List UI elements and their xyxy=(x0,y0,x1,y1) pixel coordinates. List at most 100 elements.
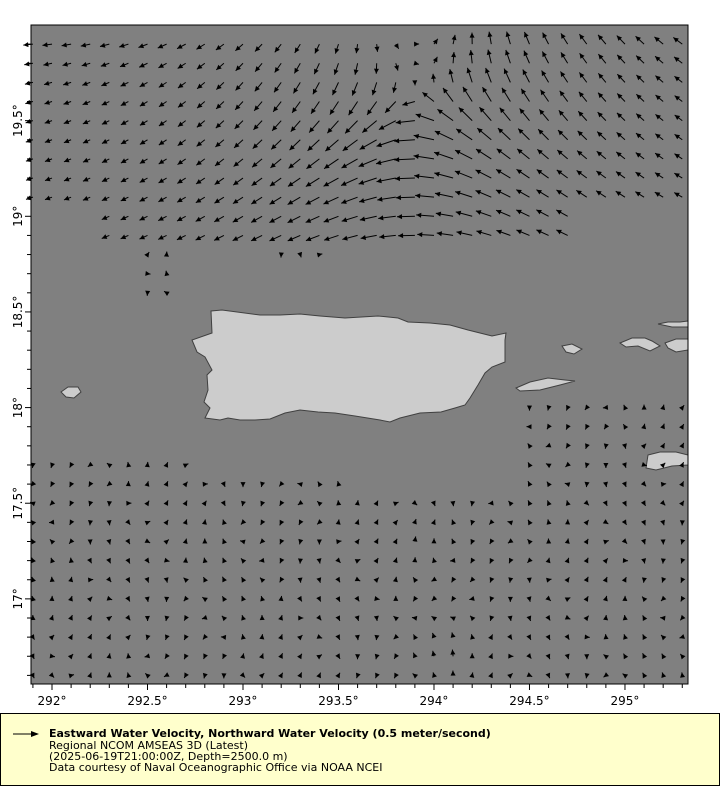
velocity-arrow xyxy=(221,596,228,602)
velocity-arrow xyxy=(289,139,301,151)
velocity-arrow xyxy=(119,43,129,48)
arrow-head xyxy=(354,634,360,641)
velocity-arrow xyxy=(316,614,322,621)
velocity-arrow xyxy=(48,519,55,525)
velocity-arrow xyxy=(558,109,569,121)
arrow-head xyxy=(378,215,384,221)
arrow-head xyxy=(234,123,240,129)
velocity-arrow xyxy=(679,461,685,468)
arrow-head xyxy=(316,252,323,258)
velocity-arrow xyxy=(584,423,590,430)
velocity-arrow xyxy=(596,170,607,179)
arrow-head xyxy=(202,597,208,603)
velocity-arrow xyxy=(469,32,475,45)
velocity-arrow xyxy=(125,481,131,487)
arrow-head xyxy=(324,236,330,241)
arrow-head xyxy=(197,83,203,89)
arrow-head xyxy=(584,481,590,488)
velocity-arrow xyxy=(411,615,418,621)
arrow-head xyxy=(177,197,183,203)
arrow-head xyxy=(557,149,563,156)
arrow-head xyxy=(165,634,170,640)
velocity-arrow xyxy=(556,149,569,160)
velocity-arrow xyxy=(69,481,75,488)
arrow-head xyxy=(507,538,514,544)
velocity-arrow xyxy=(564,576,570,583)
velocity-arrow xyxy=(489,576,495,583)
velocity-arrow xyxy=(251,177,263,187)
arrow-head xyxy=(516,169,523,175)
velocity-arrow xyxy=(583,576,589,583)
velocity-arrow xyxy=(250,234,263,242)
legend-dataset: Regional NCOM AMSEAS 3D (Latest) xyxy=(49,739,248,752)
velocity-arrow xyxy=(526,577,532,583)
velocity-arrow xyxy=(516,148,530,160)
arrow-head xyxy=(287,236,294,242)
velocity-arrow xyxy=(392,82,397,93)
arrow-head xyxy=(508,500,514,507)
velocity-arrow xyxy=(660,615,666,621)
y-tick-label: 19.5° xyxy=(11,104,25,137)
velocity-arrow xyxy=(495,168,511,179)
velocity-arrow xyxy=(163,539,170,545)
arrow-head xyxy=(87,557,92,564)
arrow-head xyxy=(30,615,36,621)
arrow-head xyxy=(120,139,127,144)
velocity-arrow xyxy=(432,38,439,45)
arrow-head xyxy=(164,557,170,563)
velocity-arrow xyxy=(82,119,91,125)
velocity-arrow xyxy=(621,576,627,583)
arrow-head xyxy=(564,538,570,544)
velocity-arrow xyxy=(641,519,646,526)
velocity-arrow xyxy=(584,481,590,488)
arrow-head xyxy=(23,42,29,48)
velocity-arrow xyxy=(269,234,282,242)
velocity-arrow xyxy=(641,462,648,467)
velocity-arrow xyxy=(564,634,570,640)
velocity-arrow xyxy=(182,538,188,545)
velocity-arrow xyxy=(260,500,266,507)
arrow-head xyxy=(526,424,532,430)
arrow-head xyxy=(82,81,88,86)
arrow-head xyxy=(674,95,681,101)
arrow-head xyxy=(31,538,37,545)
velocity-arrow xyxy=(602,595,608,602)
arrow-head xyxy=(269,199,276,205)
velocity-arrow xyxy=(259,538,266,544)
arrow-head xyxy=(603,615,609,621)
velocity-arrow xyxy=(680,557,686,564)
arrow-head xyxy=(195,197,202,203)
arrow-head xyxy=(29,634,35,640)
arrow-head xyxy=(622,557,628,563)
velocity-arrow xyxy=(577,130,588,141)
arrow-head xyxy=(470,615,476,622)
arrow-head xyxy=(120,62,126,68)
velocity-arrow xyxy=(183,615,189,621)
arrow-head xyxy=(379,234,385,240)
x-tick-label: 293.5° xyxy=(318,694,358,708)
velocity-arrow xyxy=(516,209,530,217)
velocity-arrow xyxy=(384,101,397,114)
arrow-head xyxy=(680,538,686,545)
velocity-arrow xyxy=(469,576,476,583)
velocity-arrow xyxy=(44,176,53,182)
arrow-head xyxy=(579,53,585,59)
velocity-arrow xyxy=(240,558,247,564)
arrow-head xyxy=(106,653,112,659)
arrow-head xyxy=(144,500,150,507)
velocity-arrow xyxy=(373,577,380,583)
arrow-head xyxy=(221,673,227,679)
arrow-head xyxy=(539,109,545,115)
velocity-arrow xyxy=(393,633,399,640)
arrow-head xyxy=(196,122,203,128)
velocity-arrow xyxy=(371,82,378,96)
arrow-head xyxy=(327,127,333,134)
arrow-head xyxy=(222,576,227,583)
arrow-head xyxy=(603,443,609,449)
velocity-arrow xyxy=(316,558,322,564)
velocity-arrow xyxy=(308,120,320,133)
velocity-arrow xyxy=(232,196,244,205)
arrow-head xyxy=(655,153,661,159)
arrow-head xyxy=(679,424,684,430)
arrow-head xyxy=(139,177,146,183)
